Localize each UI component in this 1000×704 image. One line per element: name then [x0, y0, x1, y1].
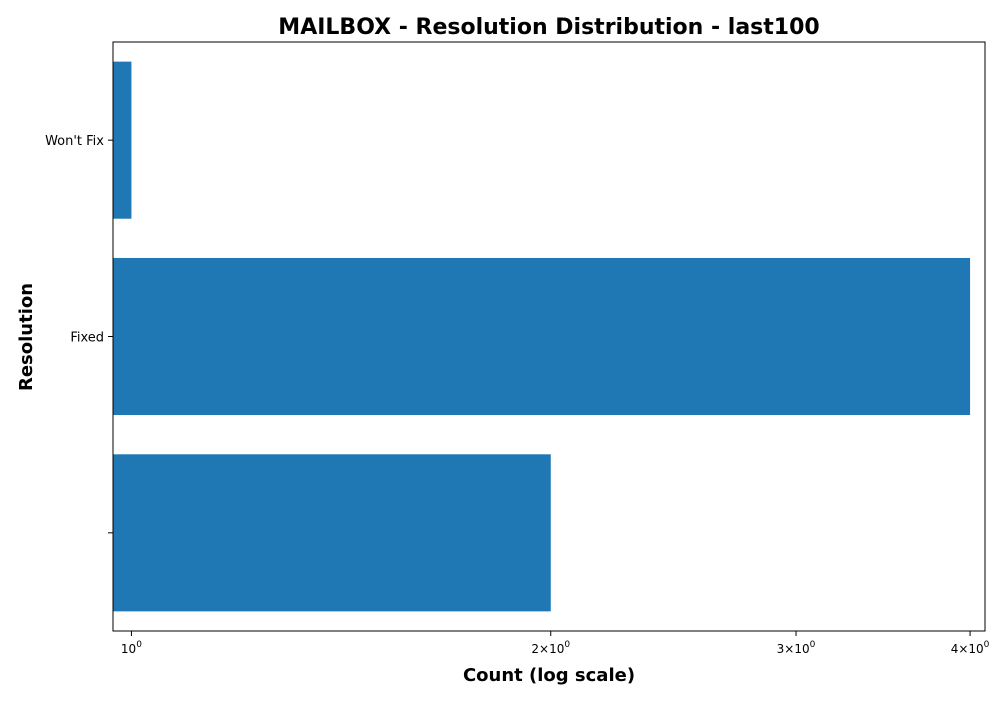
y-tick-label: Won't Fix: [45, 134, 104, 149]
bar-blank: [113, 454, 551, 612]
bars-layer: [113, 61, 971, 612]
x-tick-label: 2×100: [531, 640, 570, 656]
x-tick-label: 4×100: [951, 640, 990, 656]
y-tick-label: Fixed: [70, 331, 104, 346]
chart-title: MAILBOX - Resolution Distribution - last…: [278, 15, 819, 40]
y-axis-label: Resolution: [16, 283, 37, 391]
bar-won-t-fix: [113, 61, 132, 219]
x-tick-label: 3×100: [777, 640, 816, 656]
bar-fixed: [113, 257, 971, 416]
x-tick-label: 100: [121, 640, 142, 656]
x-axis-label: Count (log scale): [463, 665, 635, 686]
y-axis: Won't Fix Fixed: [45, 134, 113, 534]
x-axis: 100 2×100 3×100 4×100: [121, 631, 990, 656]
